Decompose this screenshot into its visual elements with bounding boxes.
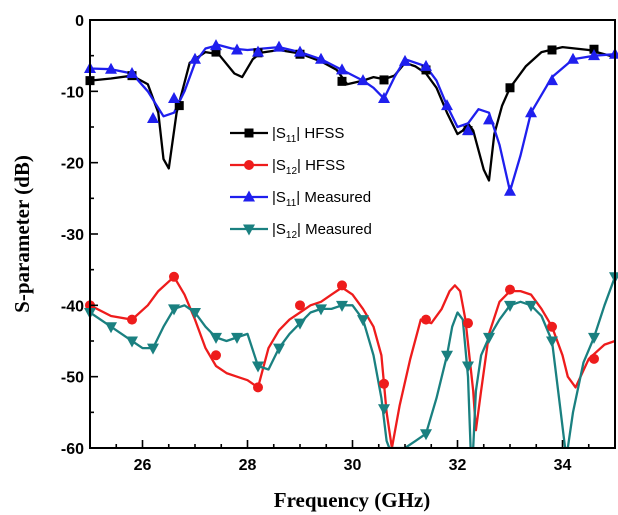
data-point-s12-measured — [420, 429, 432, 441]
legend-marker — [243, 224, 255, 236]
series-line-s12-hfss — [90, 275, 615, 448]
data-point-s11-measured — [462, 124, 474, 136]
data-point-s12-measured — [336, 300, 348, 312]
data-point-s11-measured — [357, 74, 369, 86]
data-point-s12-measured — [315, 304, 327, 316]
legend-entry-s12-hfss: |S12| HFSS — [230, 157, 345, 177]
data-point-s11-hfss — [337, 76, 347, 86]
legend-marker — [244, 160, 254, 170]
y-tick-label: -60 — [61, 441, 84, 458]
data-point-s11-measured — [168, 91, 180, 103]
data-point-s11-measured — [441, 99, 453, 111]
legend-label: |S12| HFSS — [272, 157, 345, 177]
data-point-s12-measured — [126, 336, 138, 348]
series-line-s11-hfss — [90, 45, 615, 182]
data-point-s11-measured — [525, 106, 537, 118]
data-point-s12-measured — [231, 332, 243, 344]
data-point-s11-measured — [504, 184, 516, 196]
data-point-s12-hfss — [253, 382, 263, 393]
data-point-s12-hfss — [295, 300, 305, 311]
legend-marker — [244, 128, 254, 138]
data-point-s11-measured — [546, 74, 558, 86]
y-tick-label: -50 — [61, 370, 84, 387]
legend: |S11| HFSS |S12| HFSS |S11| Measured |S12| … — [230, 125, 372, 241]
data-point-s12-measured — [294, 318, 306, 330]
data-point-s12-measured — [357, 315, 369, 327]
data-point-s11-measured — [294, 45, 306, 57]
data-point-s11-measured — [315, 52, 327, 64]
x-tick-label: 32 — [449, 457, 467, 474]
data-point-s11-measured — [189, 52, 201, 64]
data-point-s12-hfss — [169, 271, 179, 282]
legend-label: |S11| HFSS — [272, 125, 344, 145]
data-point-s12-measured — [189, 307, 201, 319]
data-point-s12-measured — [252, 361, 264, 373]
legend-label: |S11| Measured — [272, 189, 371, 209]
data-point-s12-measured — [525, 300, 537, 312]
legend-entry-s12-measured: |S12| Measured — [230, 221, 372, 241]
series-layer — [90, 43, 615, 448]
x-tick-label: 30 — [344, 457, 362, 474]
data-point-s11-measured — [420, 59, 432, 71]
data-point-s11-hfss — [505, 83, 515, 93]
axis-layer: 26 28 30 32 34 0 -10 -20 -30 -40 -50 -60 — [61, 13, 616, 474]
data-point-s12-measured — [504, 300, 516, 312]
data-point-s12-measured — [588, 332, 600, 344]
y-tick-label: 0 — [75, 13, 84, 30]
x-axis-title: Frequency (GHz) — [274, 488, 431, 512]
data-point-s12-measured — [546, 336, 558, 348]
y-tick-label: -40 — [61, 298, 84, 315]
data-point-s12-hfss — [337, 280, 347, 291]
marker-layer — [84, 39, 618, 441]
data-point-s11-measured — [483, 113, 495, 125]
x-tick-label: 26 — [134, 457, 152, 474]
series-line-s12-measured — [90, 276, 615, 448]
data-point-s12-hfss — [505, 284, 515, 295]
data-point-s11-hfss — [547, 45, 557, 55]
data-point-s11-hfss — [379, 75, 389, 85]
data-point-s12-hfss — [463, 318, 473, 329]
data-point-s11-measured — [126, 67, 138, 78]
data-point-s12-measured — [441, 350, 453, 362]
legend-label: |S12| Measured — [272, 221, 372, 241]
data-point-s12-hfss — [379, 378, 389, 389]
legend-entry-s11-measured: |S11| Measured — [230, 189, 371, 209]
x-tick-label: 34 — [554, 457, 572, 474]
y-tick-label: -30 — [61, 227, 84, 244]
data-point-s12-measured — [483, 332, 495, 344]
data-point-s11-measured — [567, 52, 579, 64]
data-point-s11-hfss — [174, 101, 184, 111]
y-tick-label: -20 — [61, 156, 84, 173]
data-point-s12-measured — [147, 343, 159, 355]
data-point-s11-measured — [378, 91, 390, 103]
data-point-s11-hfss — [211, 47, 221, 57]
data-point-s11-measured — [399, 54, 411, 66]
data-point-s11-measured — [609, 47, 618, 59]
y-axis-title: S-parameter (dB) — [10, 155, 34, 313]
data-point-s12-measured — [210, 332, 222, 344]
data-point-s11-measured — [588, 49, 600, 61]
data-point-s12-measured — [168, 304, 180, 316]
legend-entry-s11-hfss: |S11| HFSS — [230, 125, 344, 145]
data-point-s11-measured — [210, 39, 222, 51]
data-point-s12-hfss — [211, 350, 221, 361]
data-point-s12-hfss — [589, 353, 599, 364]
data-point-s11-measured — [231, 43, 243, 55]
data-point-s11-measured — [147, 111, 159, 123]
data-point-s11-measured — [252, 45, 264, 57]
y-tick-label: -10 — [61, 84, 84, 101]
data-point-s12-measured — [462, 361, 474, 373]
data-point-s12-measured — [273, 343, 285, 355]
data-point-s11-measured — [336, 63, 348, 75]
legend-marker — [243, 190, 255, 202]
data-point-s12-hfss — [547, 321, 557, 332]
data-point-s12-hfss — [127, 314, 137, 325]
x-tick-label: 28 — [239, 457, 257, 474]
data-point-s11-measured — [273, 40, 285, 52]
data-point-s11-measured — [105, 62, 117, 74]
data-point-s12-measured — [378, 404, 390, 416]
data-point-s12-hfss — [421, 314, 431, 325]
data-point-s12-measured — [105, 322, 117, 334]
